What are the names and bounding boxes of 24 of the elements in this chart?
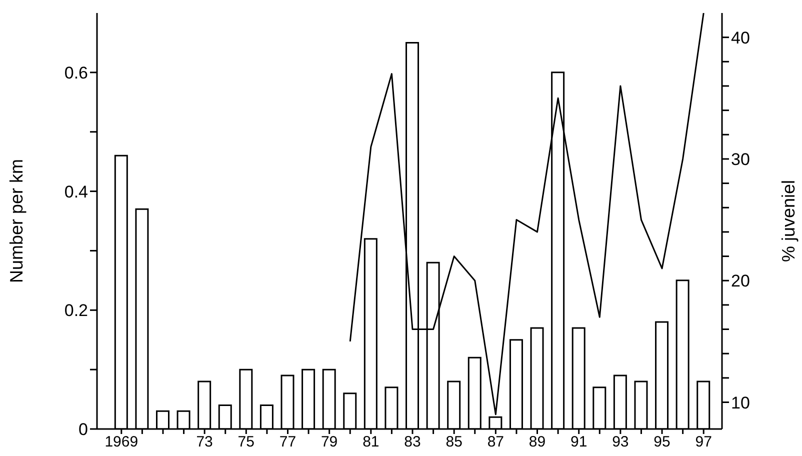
x-tick-label: 85	[446, 434, 462, 451]
y2-tick-label: 20	[731, 272, 750, 291]
y2-tick-label: 40	[731, 28, 750, 48]
y2-tick-label: 30	[731, 150, 750, 169]
x-tick-label: 73	[196, 434, 213, 451]
x-tick-label: 83	[404, 434, 421, 451]
y2-axis-title: % juveniel	[778, 180, 798, 262]
x-tick-label: 75	[238, 434, 254, 451]
x-tick-label: 93	[612, 434, 629, 451]
x-tick-label: 91	[570, 434, 588, 451]
x-tick-label: 87	[487, 434, 504, 451]
y-tick-label: 0.4	[64, 182, 88, 202]
y-axis-title: Number per km	[6, 158, 26, 284]
x-tick-label: 97	[695, 434, 712, 451]
y-tick-label: 0.6	[64, 63, 88, 82]
x-tick-label: 81	[362, 434, 380, 451]
x-tick-label: 77	[279, 434, 296, 451]
y2-tick-label: 10	[731, 393, 750, 412]
y-tick-label: 0	[78, 420, 88, 440]
x-tick-label: 1969	[104, 434, 138, 451]
x-tick-label: 95	[654, 434, 670, 451]
y-tick-label: 0.2	[64, 301, 88, 320]
x-tick-label: 89	[528, 434, 546, 451]
x-tick-label: 79	[320, 434, 338, 451]
